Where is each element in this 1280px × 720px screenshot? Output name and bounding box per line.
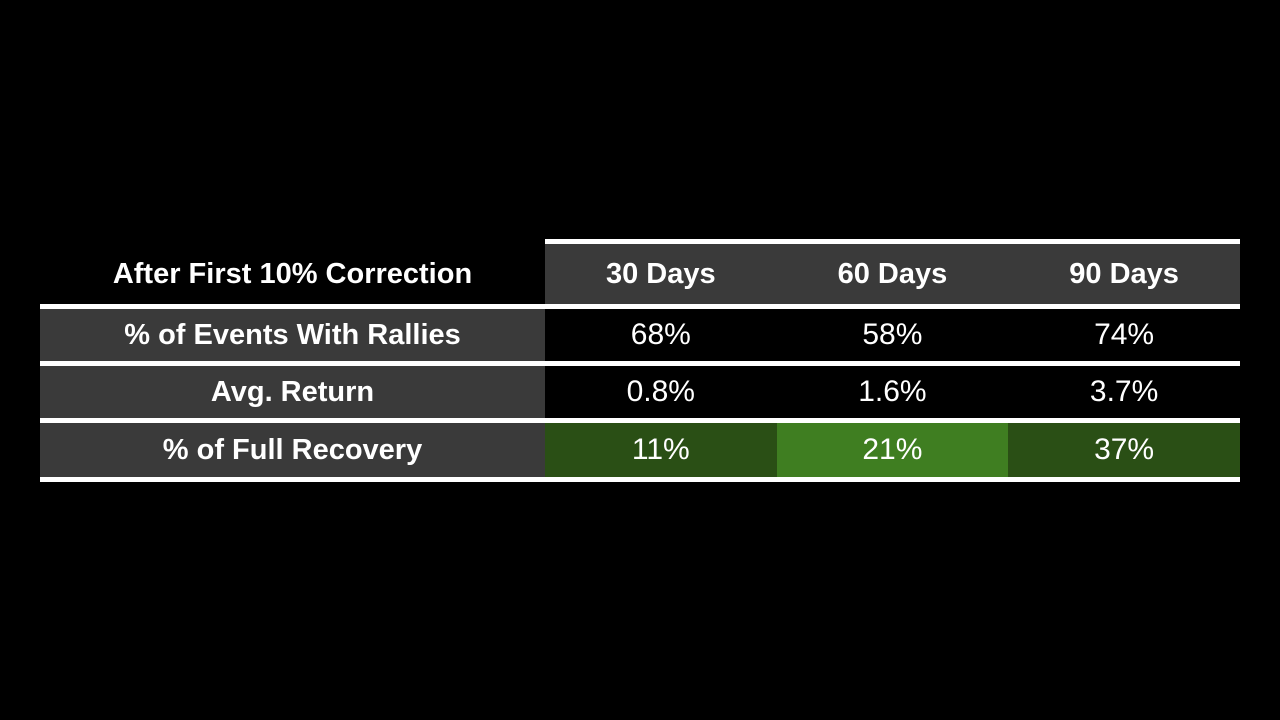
value-cell: 0.8% [545,366,777,423]
table-title-cell: After First 10% Correction [40,239,545,309]
recovery-stats-table: After First 10% Correction 30 Days 60 Da… [40,239,1240,482]
col-header-60-days: 60 Days [776,239,1009,309]
value-cell-highlight: 21% [776,423,1009,482]
row-label-events-with-rallies: % of Events With Rallies [40,309,545,366]
col-header-30-days: 30 Days [545,239,777,309]
col-header-90-days: 90 Days [1008,239,1240,309]
value-cell: 3.7% [1008,366,1240,423]
row-label-avg-return: Avg. Return [40,366,545,423]
value-cell-highlight: 37% [1008,423,1240,482]
value-cell: 58% [776,309,1009,366]
value-cell-highlight: 11% [545,423,777,482]
row-label-full-recovery: % of Full Recovery [40,423,545,482]
value-cell: 74% [1008,309,1240,366]
value-cell: 1.6% [776,366,1009,423]
value-cell: 68% [545,309,777,366]
